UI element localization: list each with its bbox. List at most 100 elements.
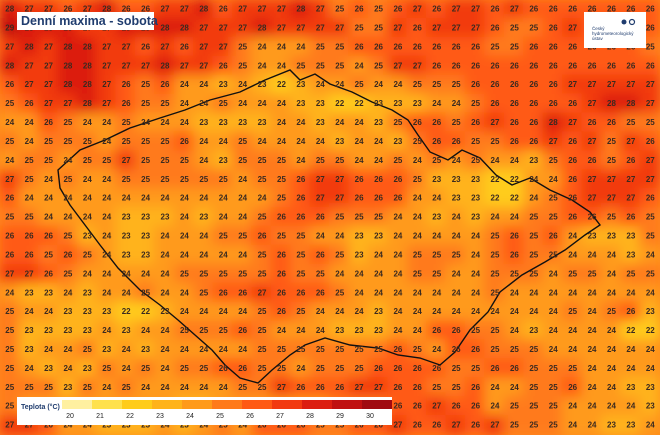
cell-value: 26 (374, 194, 383, 203)
cell-value: 27 (626, 194, 635, 203)
cell-value: 27 (277, 23, 286, 32)
heat-cell (290, 225, 312, 247)
heat-cell (57, 377, 79, 399)
cell-value: 26 (277, 288, 286, 297)
heat-cell (600, 150, 623, 172)
cell-value: 23 (83, 307, 92, 316)
heat-cell (290, 93, 312, 115)
heat-cell (561, 396, 584, 418)
cell-value: 23 (63, 307, 72, 316)
cell-value: 23 (83, 288, 92, 297)
cell-value: 25 (141, 137, 150, 146)
heat-cell (426, 225, 448, 247)
cell-value: 25 (646, 42, 655, 51)
cell-value: 25 (510, 269, 519, 278)
cell-value: 25 (607, 156, 616, 165)
heat-cell (251, 301, 273, 323)
cell-value: 24 (607, 364, 616, 373)
heat-cell (134, 244, 157, 266)
cell-value: 23 (25, 326, 34, 335)
cell-value: 26 (374, 364, 383, 373)
heat-cell (348, 74, 370, 96)
heat-cell (542, 0, 564, 20)
cell-value: 24 (238, 80, 247, 89)
heat-cell (154, 188, 176, 210)
cell-value: 24 (529, 307, 538, 316)
cell-value: 23 (161, 213, 170, 222)
cell-value: 23 (141, 232, 150, 241)
cell-value: 28 (63, 61, 72, 70)
heat-cell (620, 169, 642, 191)
heat-cell (134, 74, 157, 96)
heat-cell (523, 55, 545, 77)
cell-value: 26 (296, 288, 305, 297)
cell-value: 26 (219, 61, 228, 70)
cell-value: 25 (25, 175, 34, 184)
cell-value: 24 (452, 269, 461, 278)
heat-cell (193, 188, 215, 210)
cell-value: 26 (393, 364, 402, 373)
cell-value: 25 (141, 156, 150, 165)
heat-cell (0, 55, 21, 77)
cell-value: 24 (646, 288, 655, 297)
heat-cell (348, 320, 370, 342)
heat-cell (620, 263, 642, 285)
cell-value: 26 (296, 175, 305, 184)
cell-value: 25 (44, 383, 53, 392)
cell-value: 24 (102, 250, 111, 259)
cell-value: 27 (141, 61, 150, 70)
heat-cell (503, 225, 526, 247)
cell-value: 24 (607, 383, 616, 392)
cell-value: 23 (374, 307, 383, 316)
heat-cell (523, 282, 545, 304)
heat-cell (503, 17, 526, 39)
legend-swatch (302, 400, 332, 409)
heat-cell (445, 225, 467, 247)
cell-value: 26 (277, 250, 286, 259)
heat-cell (270, 17, 293, 39)
heat-cell (270, 188, 293, 210)
heat-cell (620, 244, 642, 266)
heat-cell (212, 74, 234, 96)
legend-label: 23 (156, 413, 164, 420)
cell-value: 26 (335, 383, 344, 392)
cell-value: 24 (510, 288, 519, 297)
cell-value: 26 (588, 156, 597, 165)
cell-value: 23 (316, 118, 325, 127)
cell-value: 26 (626, 156, 635, 165)
cell-value: 23 (626, 250, 635, 259)
heat-cell (270, 93, 293, 115)
cell-value: 26 (180, 42, 189, 51)
cell-value: 27 (316, 23, 325, 32)
heat-cell (212, 188, 234, 210)
cell-value: 25 (296, 232, 305, 241)
cell-value: 24 (374, 269, 383, 278)
heat-cell (37, 169, 60, 191)
heat-cell (18, 188, 40, 210)
cell-value: 25 (122, 175, 131, 184)
cell-value: 23 (607, 232, 616, 241)
heat-cell (0, 150, 21, 172)
cell-value: 23 (355, 326, 364, 335)
heat-cell (600, 377, 623, 399)
heat-cell (0, 358, 21, 380)
heat-cell (406, 358, 429, 380)
cell-value: 26 (413, 118, 422, 127)
cell-value: 25 (374, 5, 383, 14)
heat-cell (18, 301, 40, 323)
cell-value: 26 (510, 137, 519, 146)
cell-value: 25 (296, 307, 305, 316)
heat-cell (503, 415, 526, 435)
heat-cell (290, 0, 312, 20)
heat-cell (464, 112, 487, 134)
heat-cell (18, 112, 40, 134)
cell-value: 25 (5, 345, 14, 354)
cell-value: 26 (452, 402, 461, 411)
heat-cell (464, 150, 487, 172)
heat-cell (134, 301, 157, 323)
heat-cell (154, 169, 176, 191)
heat-cell (464, 36, 487, 58)
heat-cell (251, 339, 273, 361)
cell-value: 26 (277, 307, 286, 316)
heat-cell (251, 188, 273, 210)
